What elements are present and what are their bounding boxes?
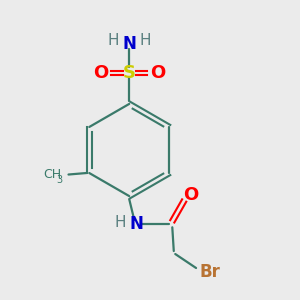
Text: S: S: [123, 64, 136, 82]
Text: N: N: [130, 215, 144, 233]
Text: O: O: [183, 186, 199, 204]
Text: CH: CH: [43, 168, 61, 181]
Text: O: O: [93, 64, 108, 82]
Text: 3: 3: [56, 175, 62, 185]
Text: O: O: [150, 64, 166, 82]
Text: H: H: [107, 32, 118, 47]
Text: H: H: [115, 215, 126, 230]
Text: Br: Br: [199, 263, 220, 281]
Text: H: H: [140, 32, 151, 47]
Text: N: N: [122, 35, 136, 53]
